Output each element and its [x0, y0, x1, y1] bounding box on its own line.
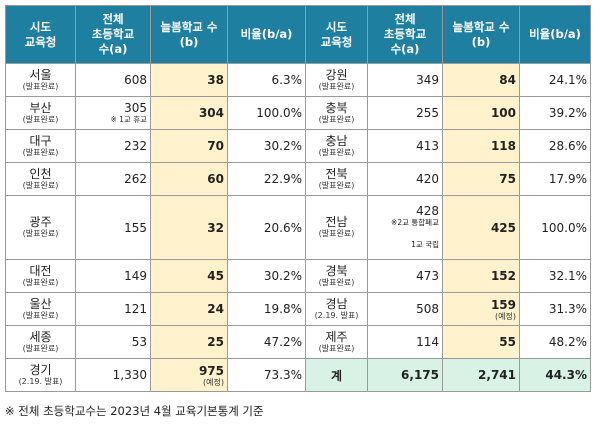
ratio-cell: 47.2%	[227, 325, 306, 359]
header-region: 시도 교육청	[5, 5, 76, 64]
table-row: 광주 (발표완료) 155 32 20.6% 전남 (발표완료) 428 ※2교 통…	[5, 195, 591, 260]
total-ratio: 44.3%	[519, 358, 591, 392]
neulbom-cell: 75	[442, 162, 520, 196]
ratio-cell: 19.8%	[227, 292, 306, 326]
ratio-cell: 6.3%	[227, 63, 306, 97]
neulbom-cell: 152	[442, 259, 520, 293]
total-cell: 349	[367, 63, 443, 97]
region-cell: 울산 (발표완료)	[5, 292, 76, 326]
region-cell: 충북 (발표완료)	[305, 96, 368, 130]
ratio-cell: 22.9%	[227, 162, 306, 196]
neulbom-cell: 25	[150, 325, 228, 359]
total-cell: 114	[367, 325, 443, 359]
total-cell: 121	[75, 292, 151, 326]
region-cell: 광주 (발표완료)	[5, 195, 76, 260]
table-row: 울산 (발표완료) 121 24 19.8% 경남 (2.19. 발표) 508 1…	[5, 292, 591, 326]
national-note: 1교 국립	[411, 240, 439, 249]
planned-note: (예정)	[495, 311, 516, 321]
total-cell: 420	[367, 162, 443, 196]
total-cell: 305 ※ 1교 휴교	[75, 96, 151, 130]
neulbom-cell: 70	[150, 129, 228, 163]
region-cell: 경남 (2.19. 발표)	[305, 292, 368, 326]
neulbom-cell: 60	[150, 162, 228, 196]
ratio-cell: 32.1%	[519, 259, 591, 293]
table-row: 서울 (발표완료) 608 38 6.3% 강원 (발표완료) 349 84 24.…	[5, 63, 591, 97]
ratio-cell: 17.9%	[519, 162, 591, 196]
total-cell: 232	[75, 129, 151, 163]
ratio-cell: 48.2%	[519, 325, 591, 359]
neulbom-cell: 38	[150, 63, 228, 97]
region-cell: 대구 (발표완료)	[5, 129, 76, 163]
ratio-cell: 24.1%	[519, 63, 591, 97]
region-cell: 인천 (발표완료)	[5, 162, 76, 196]
region-cell: 전남 (발표완료)	[305, 195, 368, 260]
region-cell: 충남 (발표완료)	[305, 129, 368, 163]
header-ratio: 비율(b/a)	[519, 5, 591, 64]
total-cell: 413	[367, 129, 443, 163]
total-cell: 53	[75, 325, 151, 359]
header-total: 전체 초등학교 수(a)	[367, 5, 443, 64]
region-cell: 경기 (2.19. 발표)	[5, 358, 76, 392]
ratio-cell: 31.3%	[519, 292, 591, 326]
ratio-cell: 100.0%	[227, 96, 306, 130]
header-neulbom: 늘봄학교 수 (b)	[442, 5, 520, 64]
closure-note: ※ 1교 휴교	[110, 115, 147, 124]
ratio-cell: 30.2%	[227, 129, 306, 163]
region-cell: 세종 (발표완료)	[5, 325, 76, 359]
footnote: ※ 전체 초등학교수는 2023년 4월 교육기본통계 기준	[5, 404, 264, 418]
header-ratio: 비율(b/a)	[227, 5, 306, 64]
planned-note: (예정)	[203, 377, 224, 387]
merger-note: ※2교 통합폐교	[391, 218, 439, 227]
total-cell: 608	[75, 63, 151, 97]
neulbom-cell: 159 (예정)	[442, 292, 520, 326]
neulbom-cell: 45	[150, 259, 228, 293]
region-cell: 대전 (발표완료)	[5, 259, 76, 293]
neulbom-cell: 975 (예정)	[150, 358, 228, 392]
neulbom-cell: 425	[442, 195, 520, 260]
neulbom-cell: 32	[150, 195, 228, 260]
total-cell: 149	[75, 259, 151, 293]
region-cell: 제주 (발표완료)	[305, 325, 368, 359]
region-cell: 부산 (발표완료)	[5, 96, 76, 130]
neulbom-cell: 55	[442, 325, 520, 359]
total-label: 계	[305, 358, 368, 392]
region-cell: 서울 (발표완료)	[5, 63, 76, 97]
region-cell: 경북 (발표완료)	[305, 259, 368, 293]
total-cell: 428 ※2교 통합폐교 1교 국립	[367, 195, 443, 260]
total-cell: 473	[367, 259, 443, 293]
total-cell: 1,330	[75, 358, 151, 392]
table-row: 부산 (발표완료) 305 ※ 1교 휴교 304 100.0% 충북 (발표완료) …	[5, 96, 591, 130]
table-header-row: 시도 교육청 전체 초등학교 수(a) 늘봄학교 수 (b) 비율(b/a) 시도 교육청…	[5, 5, 591, 64]
ratio-cell: 20.6%	[227, 195, 306, 260]
neulbom-cell: 24	[150, 292, 228, 326]
region-cell: 전북 (발표완료)	[305, 162, 368, 196]
header-total: 전체 초등학교 수(a)	[75, 5, 151, 64]
neulbom-cell: 118	[442, 129, 520, 163]
neulbom-cell: 100	[442, 96, 520, 130]
total-cell: 255	[367, 96, 443, 130]
table-row: 대전 (발표완료) 149 45 30.2% 경북 (발표완료) 473 152 3…	[5, 259, 591, 293]
table-row: 대구 (발표완료) 232 70 30.2% 충남 (발표완료) 413 118 2…	[5, 129, 591, 163]
neulbom-cell: 304	[150, 96, 228, 130]
neulbom-cell: 84	[442, 63, 520, 97]
school-stats-table: 시도 교육청 전체 초등학교 수(a) 늘봄학교 수 (b) 비율(b/a) 시도 교육청…	[5, 5, 591, 392]
ratio-cell: 28.6%	[519, 129, 591, 163]
total-neulbom: 2,741	[442, 358, 520, 392]
ratio-cell: 100.0%	[519, 195, 591, 260]
total-cell: 508	[367, 292, 443, 326]
header-neulbom: 늘봄학교 수 (b)	[150, 5, 228, 64]
total-schools: 6,175	[367, 358, 443, 392]
table-row: 세종 (발표완료) 53 25 47.2% 제주 (발표완료) 114 55 48.…	[5, 325, 591, 359]
total-cell: 262	[75, 162, 151, 196]
table-row: 경기 (2.19. 발표) 1,330 975 (예정) 73.3% 계 6,175…	[5, 358, 591, 392]
header-region: 시도 교육청	[305, 5, 368, 64]
table-row: 인천 (발표완료) 262 60 22.9% 전북 (발표완료) 420 75 17…	[5, 162, 591, 196]
ratio-cell: 73.3%	[227, 358, 306, 392]
ratio-cell: 39.2%	[519, 96, 591, 130]
ratio-cell: 30.2%	[227, 259, 306, 293]
total-cell: 155	[75, 195, 151, 260]
region-cell: 강원 (발표완료)	[305, 63, 368, 97]
